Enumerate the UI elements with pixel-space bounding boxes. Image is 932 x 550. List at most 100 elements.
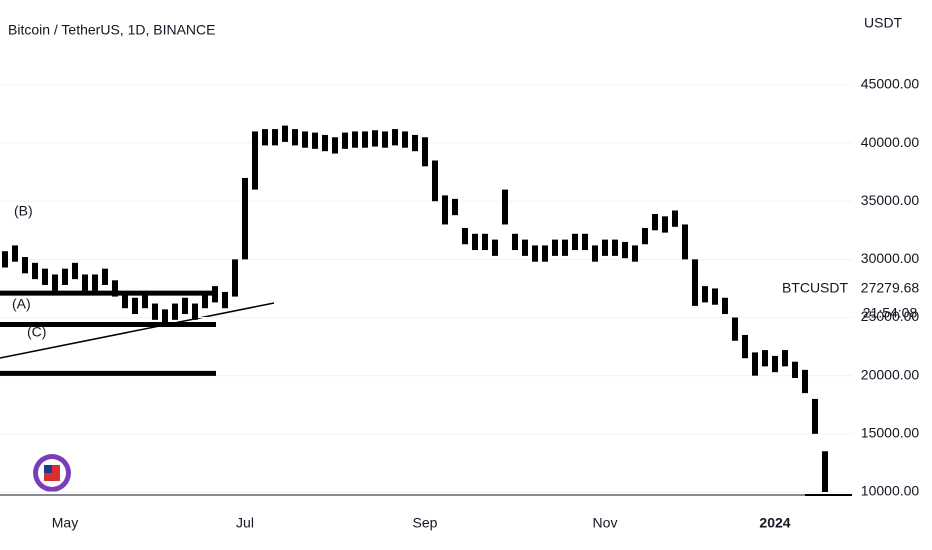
price-bar	[302, 131, 308, 148]
price-bar	[292, 129, 298, 146]
price-bar	[272, 129, 278, 146]
chart-title: Bitcoin / TetherUS, 1D, BINANCE	[8, 22, 215, 38]
price-bar	[622, 241, 628, 259]
price-bar	[102, 268, 108, 285]
price-bar	[732, 317, 738, 341]
x-tick-label: Sep	[413, 515, 438, 531]
price-bar	[452, 198, 458, 216]
price-bar	[442, 195, 448, 225]
price-bar	[222, 291, 228, 309]
price-bar	[12, 245, 18, 262]
price-bar	[792, 361, 798, 378]
price-bar	[422, 137, 428, 167]
y-tick-label: 40000.00	[861, 134, 920, 150]
price-bar	[522, 239, 528, 256]
price-bar	[122, 291, 128, 309]
price-bar	[672, 210, 678, 227]
price-bar	[782, 350, 788, 367]
price-bar	[382, 131, 388, 148]
price-bar	[482, 233, 488, 251]
y-tick-label: 25000.00	[861, 308, 920, 324]
last-price: 27279.68	[861, 280, 920, 296]
price-bar	[242, 177, 248, 260]
price-bar	[432, 160, 438, 202]
x-tick-label: 2024	[759, 515, 790, 531]
price-bar	[802, 369, 808, 394]
price-bar	[752, 352, 758, 376]
price-bar	[62, 268, 68, 285]
price-bar	[812, 398, 818, 434]
price-bar	[82, 274, 88, 291]
price-bar	[232, 259, 238, 297]
price-bar	[72, 262, 78, 280]
price-bar	[612, 239, 618, 256]
price-bar	[52, 274, 58, 291]
price-bar	[822, 451, 828, 492]
price-bar	[252, 131, 258, 190]
price-bar	[142, 291, 148, 309]
price-bar	[552, 239, 558, 256]
price-bar	[362, 131, 368, 148]
price-bar	[312, 132, 318, 149]
countdown: 21:54:08	[863, 305, 918, 321]
annotation: (B)	[14, 203, 33, 219]
price-bar	[542, 245, 548, 262]
price-bar	[712, 288, 718, 305]
price-bar	[112, 280, 118, 297]
price-bar	[322, 134, 328, 152]
price-bar	[762, 350, 768, 367]
price-bar	[132, 297, 138, 315]
price-bar	[152, 303, 158, 320]
price-bar	[682, 224, 688, 260]
price-bar	[172, 303, 178, 320]
price-bar	[342, 132, 348, 149]
y-tick-label: 45000.00	[861, 76, 920, 92]
annotation: (A)	[12, 296, 31, 312]
logo	[33, 454, 71, 492]
price-bar	[632, 245, 638, 262]
price-bar	[332, 137, 338, 154]
price-bar	[662, 216, 668, 233]
y-tick-label: 30000.00	[861, 250, 920, 266]
price-bar	[472, 233, 478, 251]
price-bar	[692, 259, 698, 306]
price-bar	[532, 245, 538, 262]
price-bar	[162, 309, 168, 326]
price-bar	[192, 303, 198, 320]
price-bar	[512, 233, 518, 251]
price-bar	[572, 233, 578, 251]
annotation: (C)	[27, 324, 46, 340]
price-bar	[22, 257, 28, 274]
price-bar	[372, 130, 378, 147]
y-tick-label: 20000.00	[861, 366, 920, 382]
price-bar	[602, 239, 608, 256]
price-bar	[212, 286, 218, 303]
price-bar	[32, 262, 38, 280]
price-bar	[772, 355, 778, 373]
price-bar	[202, 291, 208, 309]
x-tick-label: Jul	[236, 515, 254, 531]
price-bar	[702, 286, 708, 303]
price-bar	[652, 214, 658, 231]
symbol-label: BTCUSDT	[782, 280, 849, 296]
price-bar	[412, 134, 418, 152]
y-tick-label: 35000.00	[861, 192, 920, 208]
price-bar	[182, 297, 188, 315]
price-bar	[392, 129, 398, 146]
price-bar	[502, 189, 508, 225]
price-bar	[562, 239, 568, 256]
x-tick-label: Nov	[593, 515, 618, 531]
price-bar	[592, 245, 598, 262]
price-bar	[722, 297, 728, 315]
price-bar	[282, 125, 288, 142]
price-bar	[742, 334, 748, 359]
price-bar	[492, 239, 498, 256]
price-bar	[262, 129, 268, 146]
price-bar	[402, 131, 408, 148]
price-bar	[462, 227, 468, 245]
trend-line	[0, 302, 275, 359]
y-tick-label: 15000.00	[861, 425, 920, 441]
price-bar	[92, 274, 98, 291]
